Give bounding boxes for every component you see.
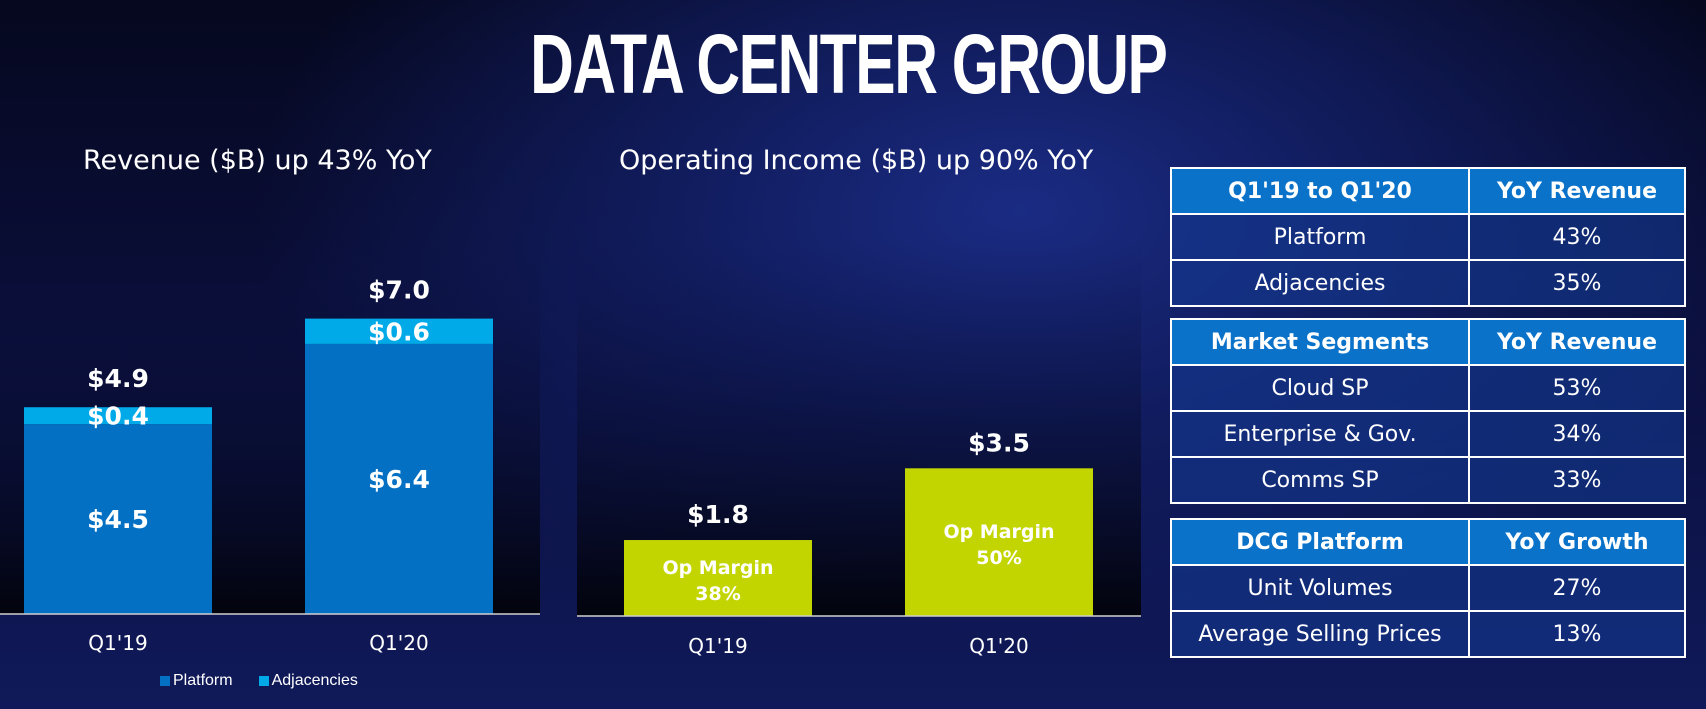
table-cell: 34% bbox=[1468, 410, 1686, 458]
legend-swatch-platform bbox=[160, 676, 170, 686]
page-title: DATA CENTER GROUP bbox=[530, 17, 1168, 111]
revenue-legend: Platform Adjacencies bbox=[160, 672, 358, 690]
table-cell: 43% bbox=[1468, 213, 1686, 261]
op-income-chart: $1.8 Op Margin 38% Q1'19 $3.5 Op Margin 50% Q1'… bbox=[624, 428, 1093, 658]
table-row: Comms SP 33% bbox=[1170, 456, 1686, 504]
bar-platform-1 bbox=[305, 343, 493, 614]
table-header: DCG Platform bbox=[1170, 518, 1470, 566]
revenue-chart: $4.5 $0.4 $4.9 Q1'19 $6.4 $0.6 $7.0 Q1'20 bbox=[24, 276, 493, 655]
bar-platform-0 bbox=[24, 424, 212, 614]
table-row: Average Selling Prices 13% bbox=[1170, 610, 1686, 658]
table-header: YoY Growth bbox=[1468, 518, 1686, 566]
bar-label-platform-1: $6.4 bbox=[368, 465, 430, 494]
bar-adjacencies-0 bbox=[24, 407, 212, 425]
x-tick-label-0: Q1'19 bbox=[688, 634, 747, 658]
dcg-platform-table: DCG Platform YoY Growth Unit Volumes 27%… bbox=[1170, 518, 1686, 658]
bar-total-label-1: $7.0 bbox=[368, 276, 430, 305]
table-header: Q1'19 to Q1'20 bbox=[1170, 167, 1470, 215]
legend-item-platform: Platform bbox=[160, 672, 233, 690]
bar-op-income-1 bbox=[905, 468, 1093, 616]
table-cell: Platform bbox=[1170, 213, 1470, 261]
table-header: YoY Revenue bbox=[1468, 167, 1686, 215]
x-tick-label-1: Q1'20 bbox=[969, 634, 1028, 658]
x-tick-label-0: Q1'19 bbox=[88, 631, 147, 655]
table-row: Cloud SP 53% bbox=[1170, 364, 1686, 412]
legend-swatch-adjacencies bbox=[258, 676, 269, 686]
legend-label: Adjacencies bbox=[271, 672, 358, 689]
bar-op-income-0 bbox=[624, 540, 812, 616]
table-cell: 27% bbox=[1468, 564, 1686, 612]
table-cell: Comms SP bbox=[1170, 456, 1470, 504]
op-income-chart-title: Operating Income ($B) up 90% YoY bbox=[619, 145, 1094, 176]
table-header: Market Segments bbox=[1170, 318, 1470, 366]
market-segments-table: Market Segments YoY Revenue Cloud SP 53%… bbox=[1170, 318, 1686, 504]
op-margin-value-1: 50% bbox=[976, 547, 1021, 569]
table-cell: 35% bbox=[1468, 259, 1686, 307]
table-cell: 53% bbox=[1468, 364, 1686, 412]
table-cell: Enterprise & Gov. bbox=[1170, 410, 1470, 458]
op-margin-value-0: 38% bbox=[695, 583, 740, 605]
table-cell: Cloud SP bbox=[1170, 364, 1470, 412]
legend-item-adjacencies: Adjacencies bbox=[258, 672, 358, 690]
table-cell: Average Selling Prices bbox=[1170, 610, 1470, 658]
table-row: Enterprise & Gov. 34% bbox=[1170, 410, 1686, 458]
op-margin-label-1: Op Margin bbox=[943, 521, 1054, 543]
x-tick-label-1: Q1'20 bbox=[369, 631, 428, 655]
bar-adjacencies-1 bbox=[305, 318, 493, 344]
revenue-chart-title: Revenue ($B) up 43% YoY bbox=[83, 145, 432, 176]
op-margin-label-0: Op Margin bbox=[662, 557, 773, 579]
bar-label-platform-0: $4.5 bbox=[87, 505, 149, 534]
bar-total-label-0: $4.9 bbox=[87, 364, 149, 393]
table-cell: Adjacencies bbox=[1170, 259, 1470, 307]
bar-label-adjacencies-1: $0.6 bbox=[368, 317, 430, 346]
table-cell: 33% bbox=[1468, 456, 1686, 504]
table-cell: Unit Volumes bbox=[1170, 564, 1470, 612]
bar-value-label-0: $1.8 bbox=[687, 500, 749, 529]
bar-label-adjacencies-0: $0.4 bbox=[87, 402, 149, 431]
table-cell: 13% bbox=[1468, 610, 1686, 658]
table-header: YoY Revenue bbox=[1468, 318, 1686, 366]
bar-value-label-1: $3.5 bbox=[968, 428, 1030, 457]
legend-label: Platform bbox=[173, 672, 233, 689]
table-row: Platform 43% bbox=[1170, 213, 1686, 261]
table-row: Adjacencies 35% bbox=[1170, 259, 1686, 307]
table-row: Unit Volumes 27% bbox=[1170, 564, 1686, 612]
revenue-breakdown-table: Q1'19 to Q1'20 YoY Revenue Platform 43% … bbox=[1170, 167, 1686, 307]
